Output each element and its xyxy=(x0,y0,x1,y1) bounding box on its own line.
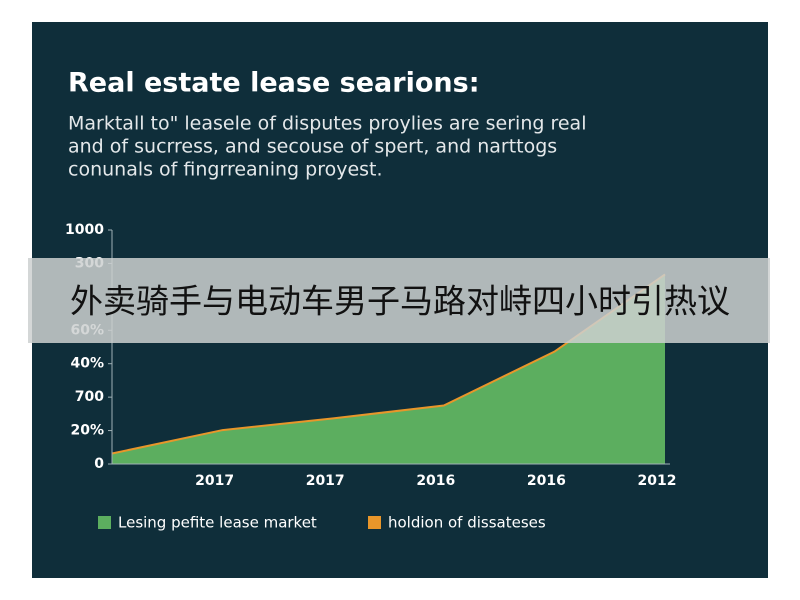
y-tick-label: 20% xyxy=(70,423,104,439)
legend-swatch xyxy=(98,516,111,529)
subtitle-line: and of sucrress, and secouse of spert, a… xyxy=(68,136,557,158)
chart-title: Real estate lease searions: xyxy=(68,68,480,99)
y-tick-label: 700 xyxy=(75,389,104,405)
banner-band xyxy=(28,258,770,343)
legend-label: Lesing pefite lease market xyxy=(118,514,317,532)
y-tick-label: 0 xyxy=(94,456,104,472)
subtitle-line: conunals of fingrreaning proyest. xyxy=(68,159,383,181)
legend-label: holdion of dissateses xyxy=(388,514,546,532)
legend-swatch xyxy=(368,516,381,529)
x-tick-label: 2012 xyxy=(638,473,677,489)
subtitle-line: Marktall to" leasele of disputes proylie… xyxy=(68,113,586,135)
banner-text: 外卖骑手与电动车男子马路对峙四小时引热议 xyxy=(70,282,730,321)
x-tick-label: 2017 xyxy=(306,473,345,489)
y-tick-label: 1000 xyxy=(65,222,104,238)
area xyxy=(112,274,665,464)
x-tick-label: 2016 xyxy=(416,473,455,489)
x-tick-label: 2016 xyxy=(527,473,566,489)
overlay: 外卖骑手与电动车男子马路对峙四小时引热议 xyxy=(28,258,770,343)
y-tick-label: 40% xyxy=(70,356,104,372)
x-tick-label: 2017 xyxy=(195,473,234,489)
